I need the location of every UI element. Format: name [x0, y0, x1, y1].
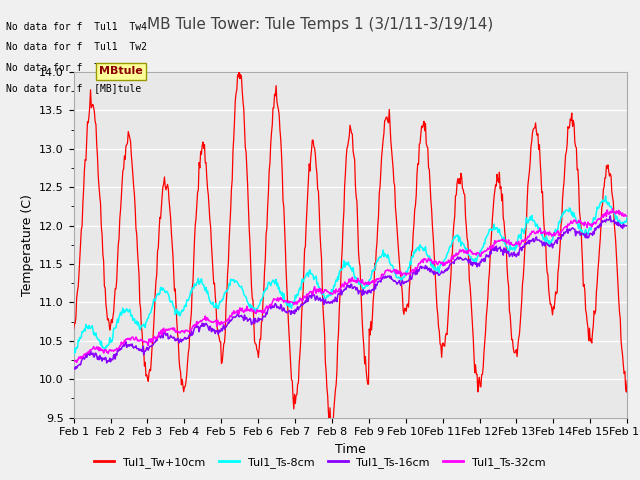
Text: MBtule: MBtule — [99, 66, 143, 76]
Tul1_Ts-16cm — [623, 223, 631, 228]
Tul1_Ts-32cm — [223, 318, 230, 324]
Tul1_Tw+10cm — [137, 305, 145, 311]
Text: No data for f  Tul1  Tw2: No data for f Tul1 Tw2 — [6, 42, 147, 52]
Tul1_Ts-8cm — [623, 213, 631, 219]
Line: Tul1_Ts-16cm: Tul1_Ts-16cm — [74, 216, 627, 369]
Legend: Tul1_Tw+10cm, Tul1_Ts-8cm, Tul1_Ts-16cm, Tul1_Ts-32cm: Tul1_Tw+10cm, Tul1_Ts-8cm, Tul1_Ts-16cm,… — [90, 452, 550, 472]
Tul1_Tw+10cm — [193, 203, 200, 209]
Tul1_Ts-16cm — [194, 323, 202, 329]
Text: MB Tule Tower: Tule Temps 1 (3/1/11-3/19/14): MB Tule Tower: Tule Temps 1 (3/1/11-3/19… — [147, 17, 493, 32]
Tul1_Ts-8cm — [193, 279, 200, 285]
Tul1_Tw+10cm — [80, 187, 88, 193]
Tul1_Ts-32cm — [138, 338, 145, 344]
Tul1_Ts-32cm — [70, 358, 77, 364]
Tul1_Ts-32cm — [435, 260, 442, 265]
Tul1_Ts-8cm — [137, 326, 145, 332]
Tul1_Ts-16cm — [223, 323, 230, 329]
Tul1_Ts-32cm — [609, 206, 616, 212]
Tul1_Tw+10cm — [435, 328, 443, 334]
Line: Tul1_Ts-8cm: Tul1_Ts-8cm — [74, 196, 627, 356]
Tul1_Ts-16cm — [81, 356, 88, 362]
Text: No data for f  [MB]tule: No data for f [MB]tule — [6, 84, 141, 94]
Tul1_Ts-8cm — [222, 288, 230, 294]
Tul1_Tw+10cm — [70, 326, 77, 332]
Tul1_Ts-8cm — [70, 353, 77, 359]
Tul1_Ts-8cm — [434, 264, 442, 269]
Tul1_Ts-16cm — [435, 272, 442, 278]
Tul1_Ts-8cm — [418, 244, 426, 250]
Tul1_Ts-16cm — [138, 347, 145, 353]
Tul1_Ts-32cm — [73, 360, 81, 365]
Tul1_Ts-32cm — [81, 351, 88, 357]
Tul1_Ts-16cm — [419, 264, 426, 270]
Tul1_Tw+10cm — [328, 425, 335, 431]
Y-axis label: Temperature (C): Temperature (C) — [20, 194, 33, 296]
Tul1_Ts-8cm — [80, 329, 88, 335]
Tul1_Tw+10cm — [419, 122, 427, 128]
Tul1_Ts-16cm — [70, 366, 77, 372]
Tul1_Ts-32cm — [623, 213, 631, 218]
Tul1_Tw+10cm — [623, 378, 631, 384]
Tul1_Ts-16cm — [71, 366, 79, 372]
Line: Tul1_Tw+10cm: Tul1_Tw+10cm — [74, 68, 627, 428]
X-axis label: Time: Time — [335, 443, 366, 456]
Tul1_Ts-16cm — [607, 213, 614, 219]
Text: No data for f  Tul1  Ts2: No data for f Tul1 Ts2 — [6, 63, 147, 73]
Line: Tul1_Ts-32cm: Tul1_Ts-32cm — [74, 209, 627, 362]
Tul1_Tw+10cm — [236, 65, 243, 71]
Tul1_Ts-32cm — [419, 257, 426, 263]
Text: No data for f  Tul1  Tw4: No data for f Tul1 Tw4 — [6, 22, 147, 32]
Tul1_Ts-32cm — [194, 321, 202, 327]
Tul1_Tw+10cm — [222, 302, 230, 308]
Tul1_Ts-8cm — [602, 193, 609, 199]
